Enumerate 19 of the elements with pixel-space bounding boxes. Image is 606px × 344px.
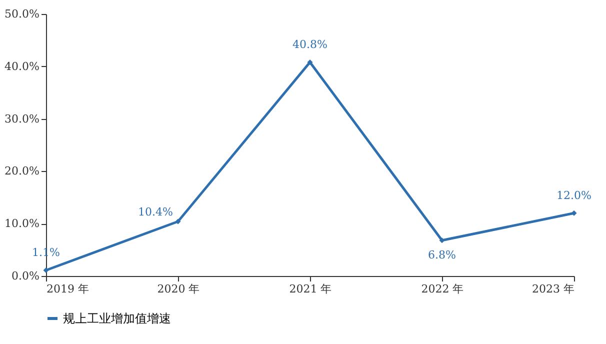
y-tick-label: 40.0% [4,60,40,73]
point [175,218,181,224]
x-tick-label: 2021 年 [289,282,332,296]
data-label: 10.4% [138,206,173,219]
y-tick-label: 0.0% [12,270,40,282]
x-tick-label: 2023 年 [532,282,574,296]
data-label: 40.8% [292,38,328,52]
data-label: 6.8% [428,248,456,262]
y-tick-label: 20.0% [4,164,40,178]
x-tick-label: 2022 年 [421,282,464,296]
point [307,59,313,65]
data-label: 12.0% [556,189,592,202]
x-tick-label: 2020 年 [157,282,200,296]
legend-label: 规上工业增加值增速 [63,312,171,326]
x-tick-label: 2019 年 [46,282,89,296]
y-tick-label: 10.0% [4,217,40,230]
y-tick-label: 30.0% [4,112,40,126]
y-tick-label: 50.0% [4,8,40,20]
point [43,267,49,273]
